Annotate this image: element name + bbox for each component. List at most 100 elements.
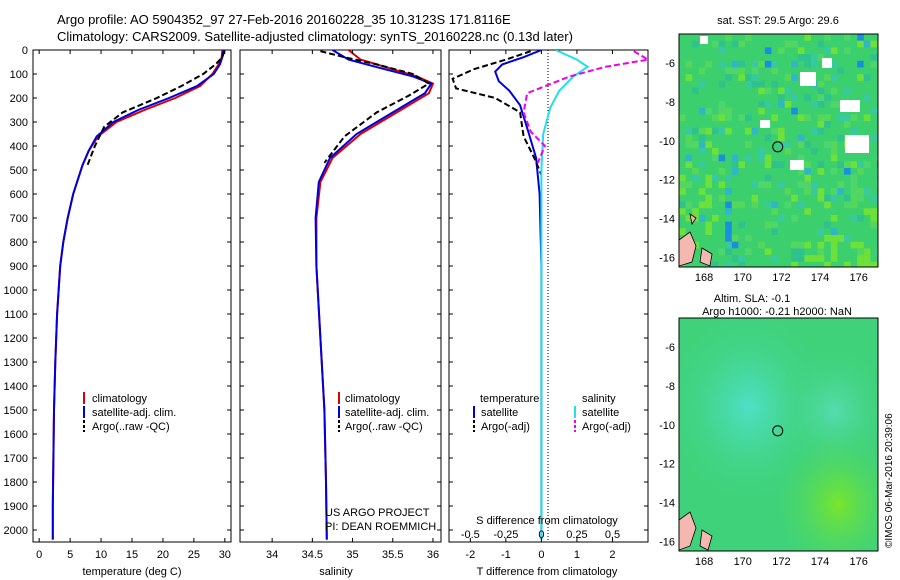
legend-label-argo: Argo(..raw -QC) <box>92 421 170 433</box>
sst-cell <box>738 60 745 68</box>
sst-cell <box>731 40 739 48</box>
sst-cell <box>705 201 712 209</box>
series-line-argo-raw-qc- <box>320 50 431 164</box>
sst-cell <box>824 74 831 81</box>
sst-cell <box>679 114 686 122</box>
sst-cell <box>784 40 792 48</box>
x-tick-label: 5 <box>67 549 73 561</box>
sst-cell <box>738 161 745 168</box>
sst-cell <box>725 107 732 115</box>
series-line-satellite-adj-clim- <box>51 50 225 540</box>
sst-cell <box>771 221 778 229</box>
sst-cell <box>705 60 712 68</box>
sst-cell <box>698 161 706 168</box>
sst-cell <box>863 248 871 256</box>
sst-cell <box>712 214 719 222</box>
salinity-plot-frame <box>239 49 442 543</box>
sst-cell <box>804 181 811 189</box>
sst-cell <box>778 241 785 249</box>
sst-cell <box>692 127 699 135</box>
legend-label-t-argo: Argo(-adj) <box>481 421 530 433</box>
sst-cell <box>791 261 798 267</box>
sst-cell <box>738 40 745 48</box>
sst-cell <box>751 201 759 209</box>
y-tick-label: 1000 <box>4 285 28 297</box>
sst-cell <box>764 101 772 108</box>
sst-cell <box>817 127 825 135</box>
sst-cell <box>745 74 752 81</box>
sst-cell <box>811 255 818 262</box>
y-tick-label: 900 <box>10 261 28 273</box>
sst-cell <box>718 181 726 189</box>
sst-cell <box>745 127 752 135</box>
sst-cell <box>791 168 798 175</box>
sst-cell <box>857 60 864 68</box>
sst-cell <box>685 74 693 81</box>
y-tick-label: 500 <box>10 165 28 177</box>
sst-cell <box>778 47 785 55</box>
sst-cell <box>804 114 811 122</box>
sst-cell <box>751 181 759 189</box>
sst-cell <box>778 134 785 142</box>
sst-cell <box>817 168 825 175</box>
map-y-tick-label: -16 <box>659 252 675 264</box>
sst-cell <box>797 248 805 256</box>
sst-cell <box>705 94 712 101</box>
sst-cell <box>725 34 732 41</box>
sst-cell <box>725 127 732 135</box>
temperature-series <box>51 50 226 540</box>
sst-cell <box>850 241 858 249</box>
sst-cell <box>764 60 772 68</box>
sst-cell <box>857 188 864 195</box>
sst-cell <box>830 127 838 135</box>
series-line-t-satellite <box>494 50 543 540</box>
y-tick-label: 600 <box>10 189 28 201</box>
sst-map-argo-marker <box>772 141 784 153</box>
sst-cell <box>811 134 818 142</box>
sst-cell <box>857 34 864 41</box>
sst-missing-data <box>840 100 860 112</box>
sst-cell <box>837 54 844 61</box>
sst-cell <box>837 67 844 75</box>
sst-cell <box>771 261 778 267</box>
sst-cell <box>824 235 831 242</box>
map-x-tick-label: 168 <box>695 272 713 284</box>
sst-cell <box>797 181 805 189</box>
sst-cell <box>758 181 765 189</box>
x-tick-label: 35 <box>346 549 358 561</box>
sst-cell <box>784 188 792 195</box>
sst-cell <box>791 141 798 148</box>
sst-cell <box>745 235 752 242</box>
sst-cell <box>685 214 693 222</box>
sst-cell <box>857 214 864 222</box>
sst-cell <box>870 127 877 135</box>
sst-cell <box>692 208 699 215</box>
sst-cell <box>784 74 792 81</box>
sst-cell <box>745 114 752 122</box>
difference-legend: temperature salinity satellite Argo(-adj… <box>473 393 631 433</box>
sst-cell <box>764 154 772 162</box>
sst-cell <box>679 181 686 189</box>
sst-cell <box>817 87 825 95</box>
sst-missing-data <box>760 120 770 128</box>
sst-cell <box>797 255 805 262</box>
sst-cell <box>764 87 772 95</box>
sst-cell <box>870 261 877 267</box>
sst-cell <box>698 201 706 209</box>
sst-cell <box>725 181 732 189</box>
sst-cell <box>811 188 818 195</box>
sst-cell <box>745 141 752 148</box>
sst-cell <box>824 47 831 55</box>
sst-cell <box>738 67 745 75</box>
sst-cell <box>830 214 838 222</box>
sst-cell <box>745 34 752 41</box>
x-tick-label: 15 <box>126 549 138 561</box>
sst-cell <box>745 80 752 88</box>
sst-cell <box>705 127 712 135</box>
sst-cell <box>738 261 745 267</box>
sst-cell <box>778 87 785 95</box>
sst-cell <box>791 40 798 48</box>
imos-timestamp: ©IMOS 06-Mar-2016 20:39:06 <box>884 413 895 548</box>
sst-cell <box>863 114 871 122</box>
sst-cell <box>804 94 811 101</box>
